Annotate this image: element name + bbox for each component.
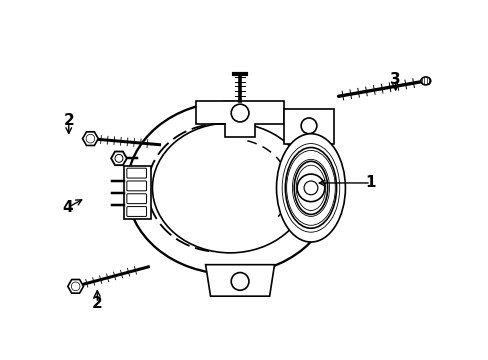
Text: 1: 1 (365, 175, 375, 190)
Ellipse shape (420, 77, 430, 85)
Text: 3: 3 (389, 72, 400, 87)
Ellipse shape (294, 161, 327, 215)
Text: 4: 4 (62, 200, 73, 215)
Polygon shape (284, 109, 333, 144)
Text: 2: 2 (92, 296, 102, 311)
Ellipse shape (276, 134, 345, 242)
Polygon shape (123, 166, 151, 219)
Circle shape (301, 118, 316, 134)
Circle shape (304, 181, 317, 195)
Polygon shape (82, 132, 98, 145)
Circle shape (231, 273, 248, 290)
Ellipse shape (126, 102, 333, 274)
Ellipse shape (285, 148, 336, 228)
Ellipse shape (152, 123, 307, 253)
Polygon shape (195, 101, 284, 137)
Circle shape (297, 174, 324, 202)
Polygon shape (205, 265, 274, 296)
Circle shape (231, 104, 248, 122)
Polygon shape (111, 152, 126, 165)
Polygon shape (68, 279, 83, 293)
Text: 2: 2 (63, 113, 74, 129)
